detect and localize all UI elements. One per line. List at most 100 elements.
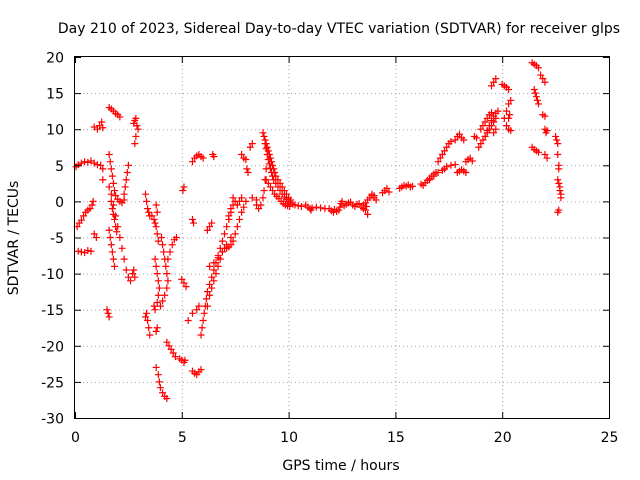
data-point [473,134,481,142]
data-point [481,132,489,140]
data-point [506,111,514,119]
y-tick-label: -10 [41,267,64,283]
data-point [430,172,438,180]
data-point [543,154,551,162]
data-point [190,219,198,227]
data-point [163,338,171,346]
y-tick-label: 5 [55,159,64,175]
data-point [93,125,101,133]
data-point [266,183,274,191]
data-point [150,215,158,223]
data-point [505,100,513,108]
data-point [197,366,205,374]
data-point [99,165,107,173]
data-point [535,148,543,156]
data-point [361,206,369,214]
data-point [507,96,515,104]
data-point [434,158,442,166]
data-point [479,122,487,130]
data-point [180,279,188,287]
data-point [169,349,177,357]
data-point [505,85,513,93]
data-point [269,187,277,195]
data-point [111,215,119,223]
data-point [485,122,493,130]
data-point [555,179,563,187]
data-point [108,205,116,213]
data-point [168,241,176,249]
y-axis-label: SDTVAR / TECUs [6,181,22,296]
data-point [156,384,164,392]
data-point [129,270,137,278]
data-point [270,165,278,173]
data-point [294,202,302,210]
data-point [268,169,276,177]
data-point [161,291,169,299]
data-point [132,132,140,140]
data-point [530,85,538,93]
data-point [92,234,100,241]
data-point [188,309,196,317]
data-point [553,136,561,144]
data-point [116,113,124,121]
data-point [89,197,97,205]
data-point [441,147,449,155]
data-point [210,153,218,161]
data-point [229,237,237,245]
data-point [206,262,214,270]
y-tick-labels: 20 15 10 5 0 -5 -10 -15 -20 -25 -30 [41,51,64,428]
data-point [238,150,246,158]
data-point [483,127,491,135]
data-point [114,223,122,231]
data-point [199,154,207,162]
data-point [107,241,115,249]
data-point [355,200,363,208]
data-point [276,187,284,195]
x-axis-label: GPS time / hours [282,458,399,474]
data-point [262,165,270,173]
data-point [181,356,189,364]
data-point [105,150,113,158]
data-point [88,201,96,209]
data-point [202,295,210,303]
data-point [507,127,515,135]
x-tick-label: 20 [494,430,512,446]
data-point [153,208,161,216]
plot-frame [74,56,610,419]
data-point [208,284,216,292]
data-point [84,158,92,166]
data-point [134,125,142,133]
data-point [552,132,560,140]
data-point [80,212,88,220]
data-point [223,241,231,249]
data-point [153,230,161,238]
data-marks [72,59,565,403]
axis-ticks [75,57,610,419]
data-point [212,270,220,278]
data-point [193,306,201,314]
data-point [246,143,254,151]
data-point [243,165,251,173]
data-point [171,353,179,361]
data-point [162,262,170,270]
data-point [144,205,152,213]
data-point [221,230,229,238]
data-point [165,342,173,350]
data-point [218,248,226,256]
data-point [154,237,162,245]
data-point [130,266,138,274]
x-tick-label: 5 [178,430,187,446]
data-point [203,226,211,234]
data-point [206,280,214,288]
data-point [554,176,562,184]
data-point [490,129,498,137]
data-point [104,309,112,317]
data-point [492,125,500,133]
data-point [483,114,491,122]
y-tick-label: -20 [41,339,64,355]
data-point [166,248,174,256]
data-point [555,165,563,173]
data-point [455,130,463,138]
data-point [155,284,163,292]
